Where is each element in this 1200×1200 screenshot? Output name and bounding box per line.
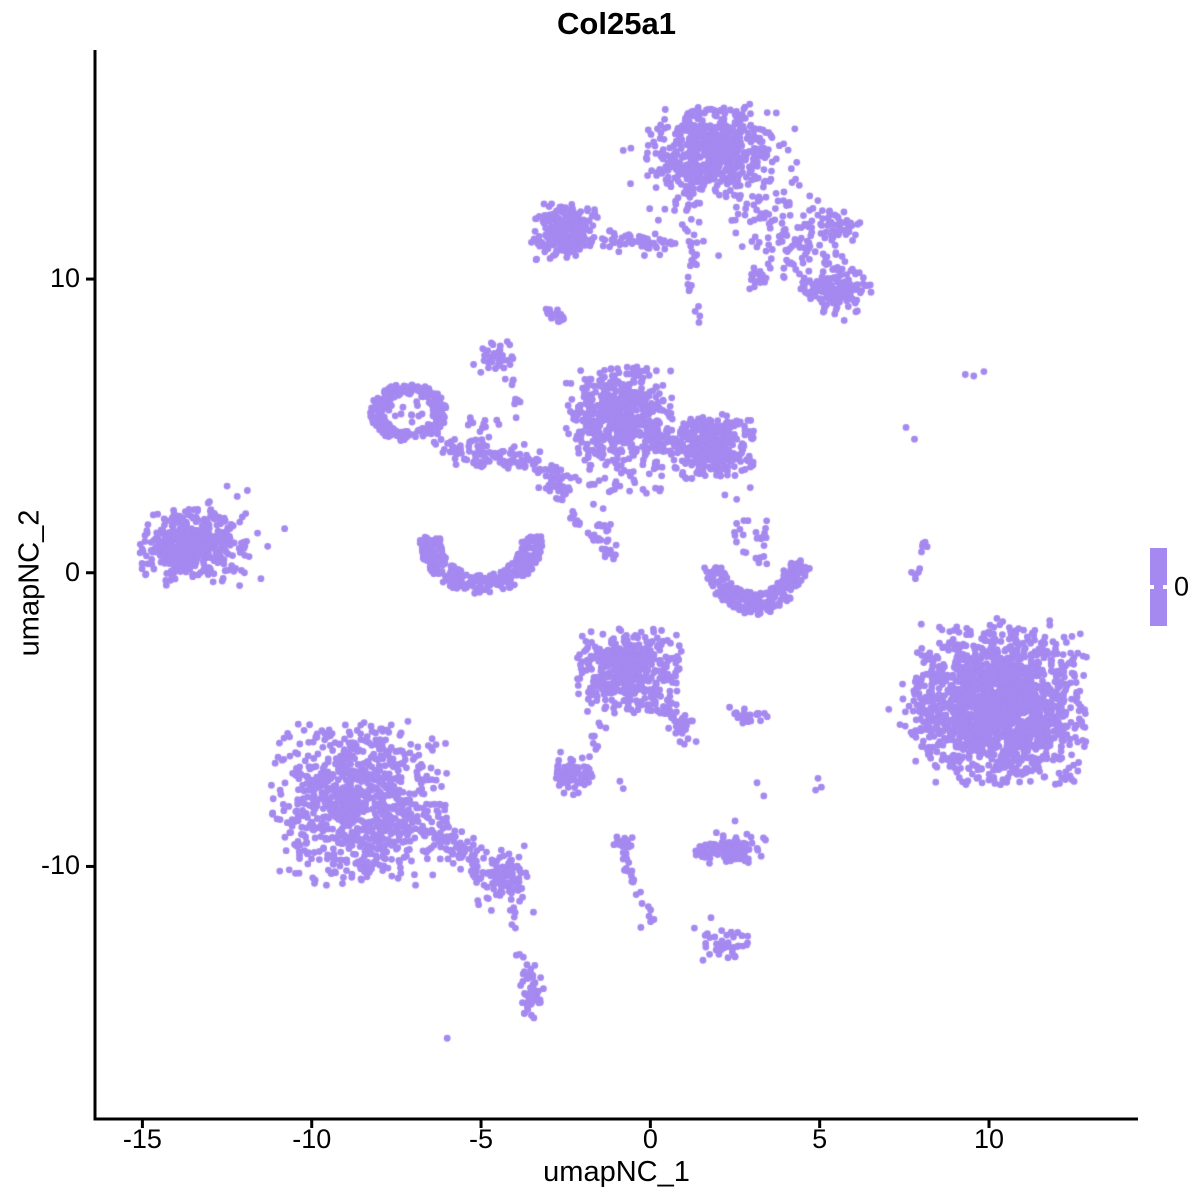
y-tick-label: 10 <box>49 263 80 294</box>
legend-tick-left <box>1150 585 1154 589</box>
x-tick-label: 5 <box>812 1124 828 1154</box>
x-tick-label: 0 <box>642 1124 658 1154</box>
y-tick-label: 0 <box>64 556 80 587</box>
x-tick-label: -15 <box>122 1124 162 1154</box>
x-tick-label: 10 <box>973 1124 1005 1154</box>
legend-tick-right <box>1163 585 1167 589</box>
plot-title: Col25a1 <box>557 6 676 41</box>
x-tick-label: -5 <box>469 1124 494 1154</box>
legend-colorbar <box>1150 548 1167 626</box>
x-axis-label: umapNC_1 <box>543 1156 690 1188</box>
x-tick-label: -10 <box>292 1124 332 1154</box>
legend-value-label: 0 <box>1174 571 1190 602</box>
y-tick-label: -10 <box>40 850 80 881</box>
